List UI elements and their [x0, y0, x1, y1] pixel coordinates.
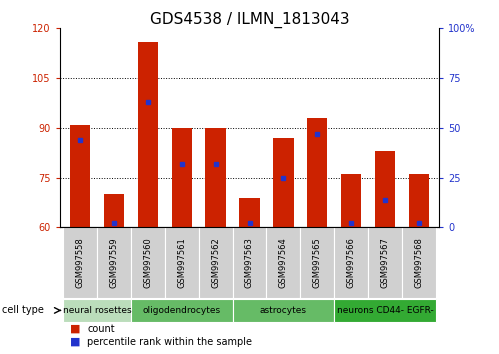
Text: GSM997558: GSM997558 — [76, 238, 85, 288]
FancyBboxPatch shape — [199, 227, 233, 298]
FancyBboxPatch shape — [334, 299, 436, 322]
Bar — [409, 174, 429, 227]
FancyBboxPatch shape — [97, 227, 131, 298]
FancyBboxPatch shape — [368, 227, 402, 298]
FancyBboxPatch shape — [266, 227, 300, 298]
Text: GSM997561: GSM997561 — [177, 238, 186, 288]
FancyBboxPatch shape — [233, 299, 334, 322]
FancyBboxPatch shape — [402, 227, 436, 298]
Bar — [375, 151, 395, 227]
Bar — [240, 198, 259, 227]
Bar — [70, 125, 90, 227]
Bar — [104, 194, 124, 227]
Bar — [138, 41, 158, 227]
Text: GSM997559: GSM997559 — [110, 238, 119, 288]
Text: GSM997560: GSM997560 — [143, 238, 152, 288]
Text: astrocytes: astrocytes — [260, 306, 307, 315]
FancyBboxPatch shape — [63, 227, 97, 298]
Bar — [341, 174, 361, 227]
FancyBboxPatch shape — [165, 227, 199, 298]
Text: GSM997562: GSM997562 — [211, 238, 220, 288]
Text: oligodendrocytes: oligodendrocytes — [143, 306, 221, 315]
FancyBboxPatch shape — [233, 227, 266, 298]
Bar — [172, 128, 192, 227]
Text: cell type: cell type — [2, 306, 44, 315]
Text: GSM997563: GSM997563 — [245, 238, 254, 288]
Text: GSM997565: GSM997565 — [313, 238, 322, 288]
Bar — [206, 128, 226, 227]
Text: GSM997564: GSM997564 — [279, 238, 288, 288]
Title: GDS4538 / ILMN_1813043: GDS4538 / ILMN_1813043 — [150, 12, 349, 28]
FancyBboxPatch shape — [131, 299, 233, 322]
Text: neurons CD44- EGFR-: neurons CD44- EGFR- — [336, 306, 433, 315]
Text: ■: ■ — [70, 324, 80, 334]
FancyBboxPatch shape — [63, 299, 131, 322]
FancyBboxPatch shape — [334, 227, 368, 298]
Text: GSM997568: GSM997568 — [414, 238, 423, 288]
Text: GSM997567: GSM997567 — [380, 238, 389, 288]
Text: percentile rank within the sample: percentile rank within the sample — [87, 337, 252, 347]
Text: neural rosettes: neural rosettes — [63, 306, 131, 315]
Bar — [307, 118, 327, 227]
Text: count: count — [87, 324, 115, 334]
Text: ■: ■ — [70, 337, 80, 347]
FancyBboxPatch shape — [300, 227, 334, 298]
FancyBboxPatch shape — [131, 227, 165, 298]
Text: GSM997566: GSM997566 — [347, 238, 356, 288]
Bar — [273, 138, 293, 227]
